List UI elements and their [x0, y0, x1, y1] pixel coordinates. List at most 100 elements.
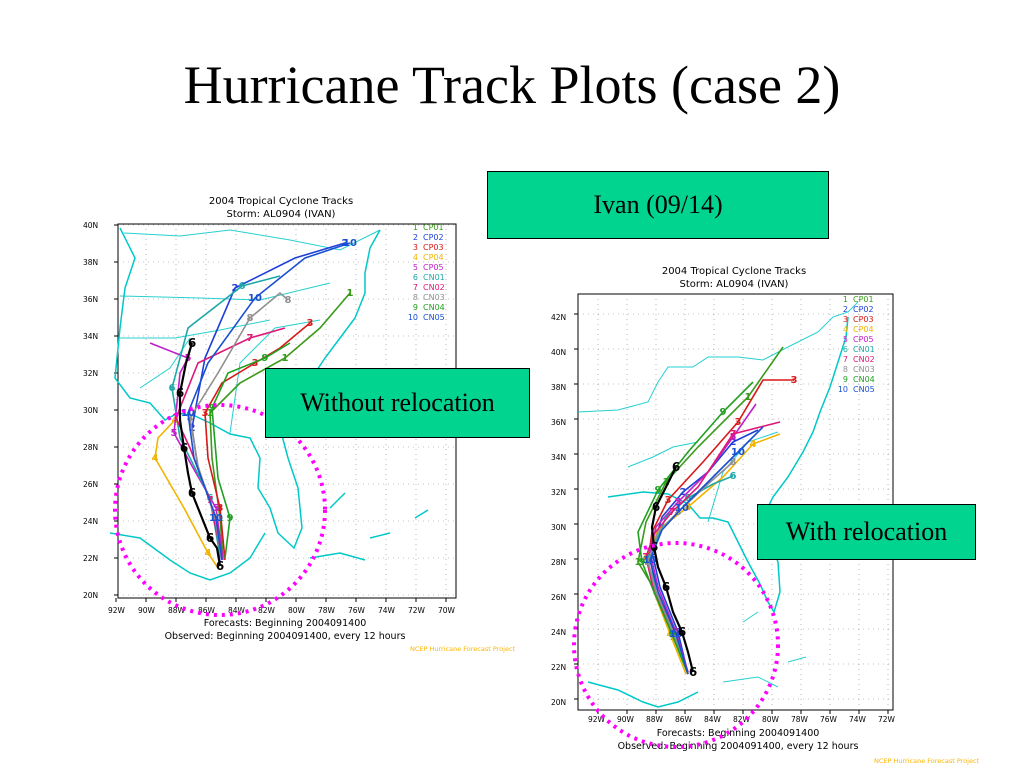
legend-number: 7	[413, 283, 418, 292]
forecast-track-marker: 6	[685, 493, 692, 504]
forecast-track-marker: 1	[207, 408, 214, 419]
map-without-relocation-svg: 2004 Tropical Cyclone Tracks Storm: AL09…	[83, 196, 516, 653]
coastline	[109, 227, 429, 581]
observed-track-marker: 6	[672, 460, 680, 474]
legend-number: 8	[413, 293, 418, 302]
forecast-track-marker: 9	[720, 407, 727, 418]
lat-label: 28N	[83, 443, 98, 452]
lat-label: 20N	[551, 698, 566, 707]
storm-label: Ivan (09/14)	[593, 190, 723, 219]
forecast-track-marker: 10	[669, 629, 683, 640]
legend-model-name: CN01	[423, 273, 445, 282]
lat-label: 26N	[551, 593, 566, 602]
forecast-track-marker: 3	[735, 417, 742, 428]
forecast-track-marker: 8	[671, 629, 678, 640]
map-without-relocation: 2004 Tropical Cyclone Tracks Storm: AL09…	[80, 188, 550, 658]
forecast-track-marker: 6	[169, 383, 176, 394]
forecast-track-marker: 10	[248, 293, 262, 304]
map-title-line2: Storm: AL0904 (IVAN)	[227, 209, 336, 220]
lat-label: 22N	[83, 554, 98, 563]
legend: 1 CP01 2 CP02 3 CP03 4 CP04 5 CP05 6 CN01 7 CN02 8 CN03…	[838, 295, 875, 394]
lon-label: 76W	[348, 606, 366, 615]
map-credit: NCEP Hurricane Forecast Project	[410, 645, 516, 653]
legend-model-name: CN04	[853, 375, 875, 384]
legend-model-name: CN03	[853, 365, 875, 374]
map-footer-forecasts: Forecasts: Beginning 2004091400	[204, 618, 367, 629]
legend-number: 2	[413, 233, 418, 242]
lat-label: 42N	[551, 313, 566, 322]
relocation-area-circle	[572, 541, 780, 749]
forecast-track-marker: 3	[202, 408, 209, 419]
legend-model-name: CN05	[853, 385, 875, 394]
longitude-labels: 92W 90W 88W 86W 84W 82W 80W 78W 76W 74W …	[588, 715, 896, 724]
lat-label: 30N	[83, 406, 98, 415]
forecast-track-line	[649, 426, 764, 675]
forecast-track-marker: 5	[171, 428, 178, 439]
with-relocation-box: With relocation	[757, 504, 976, 560]
forecast-track-marker: 5	[647, 547, 654, 558]
lon-label: 88W	[646, 715, 664, 724]
lon-label: 90W	[138, 606, 156, 615]
forecast-track-line	[211, 342, 291, 559]
lat-label: 38N	[83, 258, 98, 267]
lat-label: 34N	[83, 332, 98, 341]
forecast-track-marker: 8	[285, 295, 292, 306]
map-grid	[574, 293, 894, 714]
lat-label: 30N	[551, 523, 566, 532]
legend-model-name: CN02	[853, 355, 875, 364]
observed-track-marker: 6	[188, 336, 196, 350]
observed-track-marker: 6	[216, 559, 224, 573]
legend-number: 8	[843, 365, 848, 374]
forecast-track-marker: 7	[730, 429, 737, 440]
observed-track-marker: 6	[176, 386, 184, 400]
legend-model-name: CP05	[423, 263, 444, 272]
lat-label: 32N	[551, 488, 566, 497]
forecast-track-marker: 1	[745, 392, 752, 403]
lon-label: 86W	[198, 606, 216, 615]
legend-number: 7	[843, 355, 848, 364]
forecast-track-marker: 4	[205, 548, 212, 559]
forecast-tracks: 1111222233333444455556666777788889999101…	[635, 346, 798, 675]
observed-track-line	[650, 466, 695, 673]
forecast-track-marker: 4	[750, 439, 757, 450]
lat-label: 20N	[83, 591, 98, 600]
legend-model-name: CP04	[853, 325, 874, 334]
map-footer-observed: Observed: Beginning 2004091400, every 12…	[618, 741, 859, 752]
observed-track-marker: 6	[188, 486, 196, 500]
forecast-track-marker: 5	[213, 503, 220, 514]
legend-number: 9	[843, 375, 848, 384]
map-title-line1: 2004 Tropical Cyclone Tracks	[209, 196, 353, 207]
legend-model-name: CN01	[853, 345, 875, 354]
forecast-track-marker: 9	[262, 353, 269, 364]
forecast-track-marker: 3	[252, 358, 259, 369]
forecast-track-line	[649, 403, 757, 673]
lon-label: 80W	[288, 606, 306, 615]
lon-label: 70W	[438, 606, 456, 615]
legend-number: 6	[843, 345, 848, 354]
latitude-labels: 42N 40N 38N 36N 34N 32N 30N 28N 26N 24N …	[551, 313, 566, 707]
forecast-track-marker: 3	[307, 318, 314, 329]
lat-label: 28N	[551, 558, 566, 567]
forecast-track-marker: 10	[209, 513, 223, 524]
observed-track-marker: 6	[689, 665, 697, 679]
with-relocation-label: With relocation	[785, 517, 948, 546]
forecast-track-line	[154, 419, 219, 569]
legend-number: 4	[843, 325, 848, 334]
forecast-track-marker: 9	[639, 557, 646, 568]
forecast-track-marker: 5	[730, 432, 737, 443]
observed-track-marker: 6	[652, 500, 660, 514]
relocation-area-circle	[113, 403, 327, 617]
lat-label: 38N	[551, 383, 566, 392]
forecast-track-marker: 2	[232, 283, 239, 294]
forecast-track-line	[637, 381, 754, 675]
legend: 1 CP01 2 CP02 3 CP03 4 CP04 5 CP05 6 CN01 7 CN02 8 CN03…	[408, 223, 445, 322]
legend-model-name: CP05	[853, 335, 874, 344]
lat-label: 40N	[551, 348, 566, 357]
legend-number: 3	[413, 243, 418, 252]
forecast-track-marker: 9	[209, 403, 216, 414]
forecast-track-marker: 10	[181, 408, 195, 419]
forecast-track-marker: 3	[665, 495, 672, 506]
lon-label: 86W	[675, 715, 693, 724]
legend-number: 2	[843, 305, 848, 314]
